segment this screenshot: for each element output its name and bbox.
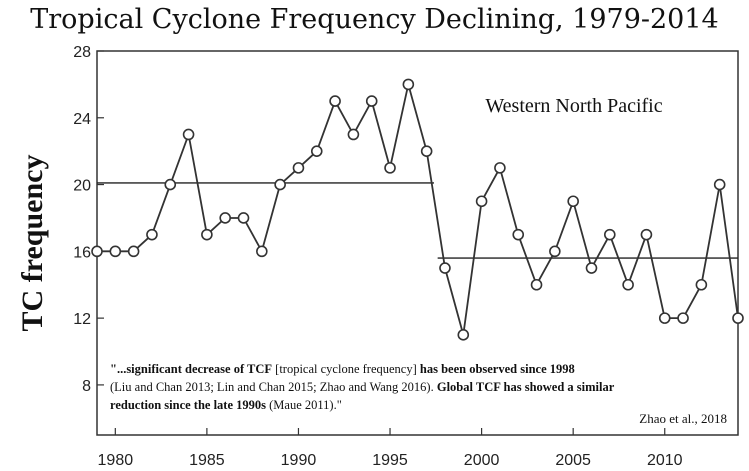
data-point [640,228,653,241]
data-point [182,128,195,141]
data-point [567,195,579,208]
data-point [292,162,305,174]
data-point [384,162,396,174]
y-tick-label: 8 [82,378,91,395]
data-point [530,278,543,291]
plot-frame [96,50,739,436]
data-point [603,228,616,241]
y-tick-label: 12 [73,311,91,328]
quote-part-4: (Liu and Chan 2013; Lin and Chan 2015; Z… [110,380,437,394]
data-point [732,312,744,324]
quote-part-5: Global TCF has showed a similar reductio… [110,380,615,412]
data-point [677,312,689,324]
data-point [457,329,470,341]
quote-part-3: has been observed since 1998 [419,362,575,376]
data-point [310,145,323,157]
data-point [256,245,268,258]
data-point [622,278,634,291]
data-point [695,278,708,291]
quote-part-2: [tropical cyclone frequency] [272,362,420,376]
y-tick-label: 20 [73,178,91,195]
data-point [201,228,213,241]
data-point [274,178,286,191]
data-point [146,228,158,241]
x-tick-label: 1990 [281,452,317,469]
data-point [402,78,415,91]
x-tick-label: 2005 [555,452,591,469]
data-point [713,178,726,191]
data-point [109,245,122,258]
region-label: Western North Pacific [485,95,662,117]
data-point [219,212,231,224]
data-point [420,145,433,157]
data-point [585,262,598,274]
data-point [439,262,451,274]
y-tick-label: 28 [73,44,91,61]
y-tick-label: 24 [73,111,91,128]
citation: Zhao et al., 2018 [639,411,727,426]
data-point [512,228,525,241]
x-tick-label: 2000 [464,452,500,469]
data-point [347,128,360,141]
quote-part-6: (Maue 2011)." [266,398,342,412]
quote-part-1: "...significant decrease of TCF [110,362,273,376]
quote-annotation: "...significant decrease of TCF [tropica… [110,360,630,414]
data-point [329,95,341,107]
data-point [237,212,250,224]
x-tick-label: 1985 [189,452,225,469]
x-tick-label: 1980 [98,452,134,469]
data-point [164,178,177,191]
data-point [549,245,561,258]
data-point [127,245,140,258]
y-axis-label: TC frequency [16,155,49,332]
chart-title: Tropical Cyclone Frequency Declining, 19… [30,4,719,35]
data-point [91,245,103,258]
data-point [658,312,671,324]
series-line [97,84,739,336]
data-point [475,195,488,208]
x-tick-label: 1995 [372,452,408,469]
data-point [365,95,378,107]
x-tick-label: 2010 [647,452,683,469]
data-point [494,162,506,174]
y-tick-label: 16 [73,244,91,261]
